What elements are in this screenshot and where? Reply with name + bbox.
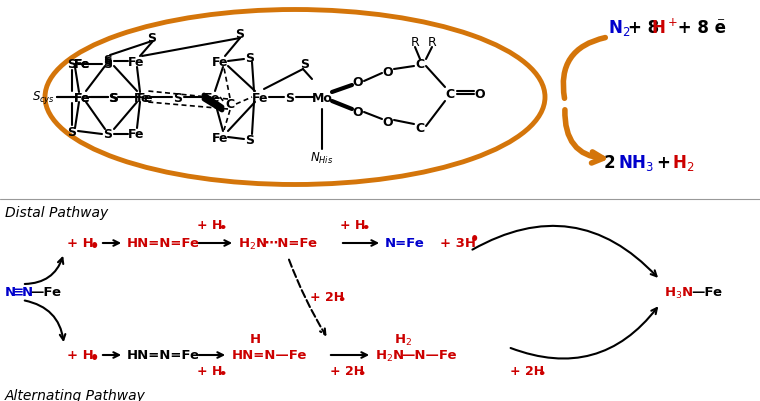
Text: S: S: [173, 91, 182, 104]
Text: H$_2$: H$_2$: [672, 153, 695, 172]
Text: O: O: [383, 65, 394, 78]
Text: Fe: Fe: [212, 131, 228, 144]
Text: S: S: [109, 91, 118, 104]
Text: S: S: [103, 59, 112, 71]
Text: •: •: [537, 367, 546, 380]
Text: Alternating Pathway: Alternating Pathway: [5, 388, 146, 401]
Text: R: R: [410, 35, 420, 49]
Text: + H: + H: [67, 237, 93, 250]
Text: H$_2$N: H$_2$N: [238, 236, 268, 251]
Text: —Fe: —Fe: [691, 286, 722, 299]
Text: N: N: [22, 286, 33, 299]
Text: Fe: Fe: [137, 91, 154, 104]
Text: + 2H: + 2H: [330, 365, 364, 378]
Text: S: S: [68, 59, 77, 71]
Text: Fe: Fe: [204, 91, 220, 104]
Text: Fe: Fe: [74, 91, 90, 104]
Text: •: •: [218, 367, 226, 380]
Text: Fe: Fe: [212, 55, 228, 68]
Text: 2: 2: [604, 154, 622, 172]
Text: —Fe: —Fe: [30, 286, 61, 299]
Text: •: •: [90, 239, 100, 253]
Text: Mo: Mo: [312, 91, 332, 104]
Text: $N_{His}$: $N_{His}$: [310, 150, 334, 165]
Text: •: •: [90, 350, 100, 365]
Text: H: H: [249, 333, 261, 346]
Text: S: S: [109, 91, 119, 104]
Text: C: C: [416, 121, 425, 134]
Text: N=Fe: N=Fe: [385, 237, 425, 250]
Text: O: O: [475, 88, 486, 101]
Text: HN=N=Fe: HN=N=Fe: [127, 348, 200, 362]
Text: + 2H: + 2H: [310, 291, 344, 304]
Text: Fe: Fe: [74, 59, 90, 71]
Text: NH$_3$: NH$_3$: [618, 153, 654, 172]
Text: + H: + H: [197, 365, 223, 378]
Text: ≡: ≡: [13, 286, 24, 299]
Text: R: R: [428, 35, 436, 49]
Text: C: C: [416, 59, 425, 71]
Text: Distal Pathway: Distal Pathway: [5, 205, 108, 219]
Text: Fe: Fe: [74, 59, 90, 71]
Text: S: S: [245, 133, 255, 146]
Text: +: +: [657, 154, 676, 172]
Text: •: •: [218, 221, 226, 235]
Text: S: S: [300, 59, 309, 71]
Text: S: S: [245, 51, 255, 64]
Text: N: N: [5, 286, 16, 299]
Text: —N—Fe: —N—Fe: [401, 348, 457, 362]
Text: •: •: [357, 367, 366, 380]
Text: •: •: [470, 232, 480, 247]
Text: •: •: [337, 293, 345, 306]
Text: Fe: Fe: [134, 91, 150, 104]
Text: O: O: [353, 76, 363, 89]
Text: + 3H: + 3H: [440, 237, 476, 250]
Text: Fe: Fe: [74, 91, 90, 104]
Text: H$_3$N: H$_3$N: [664, 285, 693, 300]
Text: S: S: [147, 31, 157, 45]
Text: O: O: [383, 116, 394, 129]
Text: + H: + H: [197, 219, 223, 232]
Text: ⋯N=Fe: ⋯N=Fe: [265, 237, 318, 250]
Text: S: S: [236, 28, 245, 41]
Text: HN=N—Fe: HN=N—Fe: [232, 348, 307, 362]
Text: Fe: Fe: [252, 91, 268, 104]
Text: S: S: [68, 125, 77, 138]
Text: + 8 e: + 8 e: [672, 19, 726, 37]
Text: S: S: [103, 53, 112, 66]
Text: H$^+$: H$^+$: [651, 18, 678, 38]
Text: H$_2$: H$_2$: [394, 332, 412, 347]
Text: Fe: Fe: [128, 55, 144, 68]
Text: S: S: [103, 55, 112, 68]
Text: C: C: [226, 98, 235, 111]
Text: HN=N=Fe: HN=N=Fe: [127, 237, 200, 250]
Text: + H: + H: [67, 348, 93, 362]
Text: + 8: + 8: [628, 19, 665, 37]
Text: •: •: [361, 221, 369, 235]
Text: S: S: [103, 128, 112, 141]
Text: N$_2$: N$_2$: [608, 18, 630, 38]
Text: Fe: Fe: [128, 128, 144, 141]
Text: S: S: [286, 91, 295, 104]
Text: + 2H: + 2H: [510, 365, 544, 378]
Text: + H: + H: [340, 219, 366, 232]
Text: O: O: [353, 106, 363, 119]
Text: $^-$: $^-$: [714, 16, 725, 30]
Text: C: C: [445, 88, 454, 101]
Text: $S_{cys}$: $S_{cys}$: [32, 89, 55, 106]
Text: H$_2$N: H$_2$N: [375, 348, 404, 363]
